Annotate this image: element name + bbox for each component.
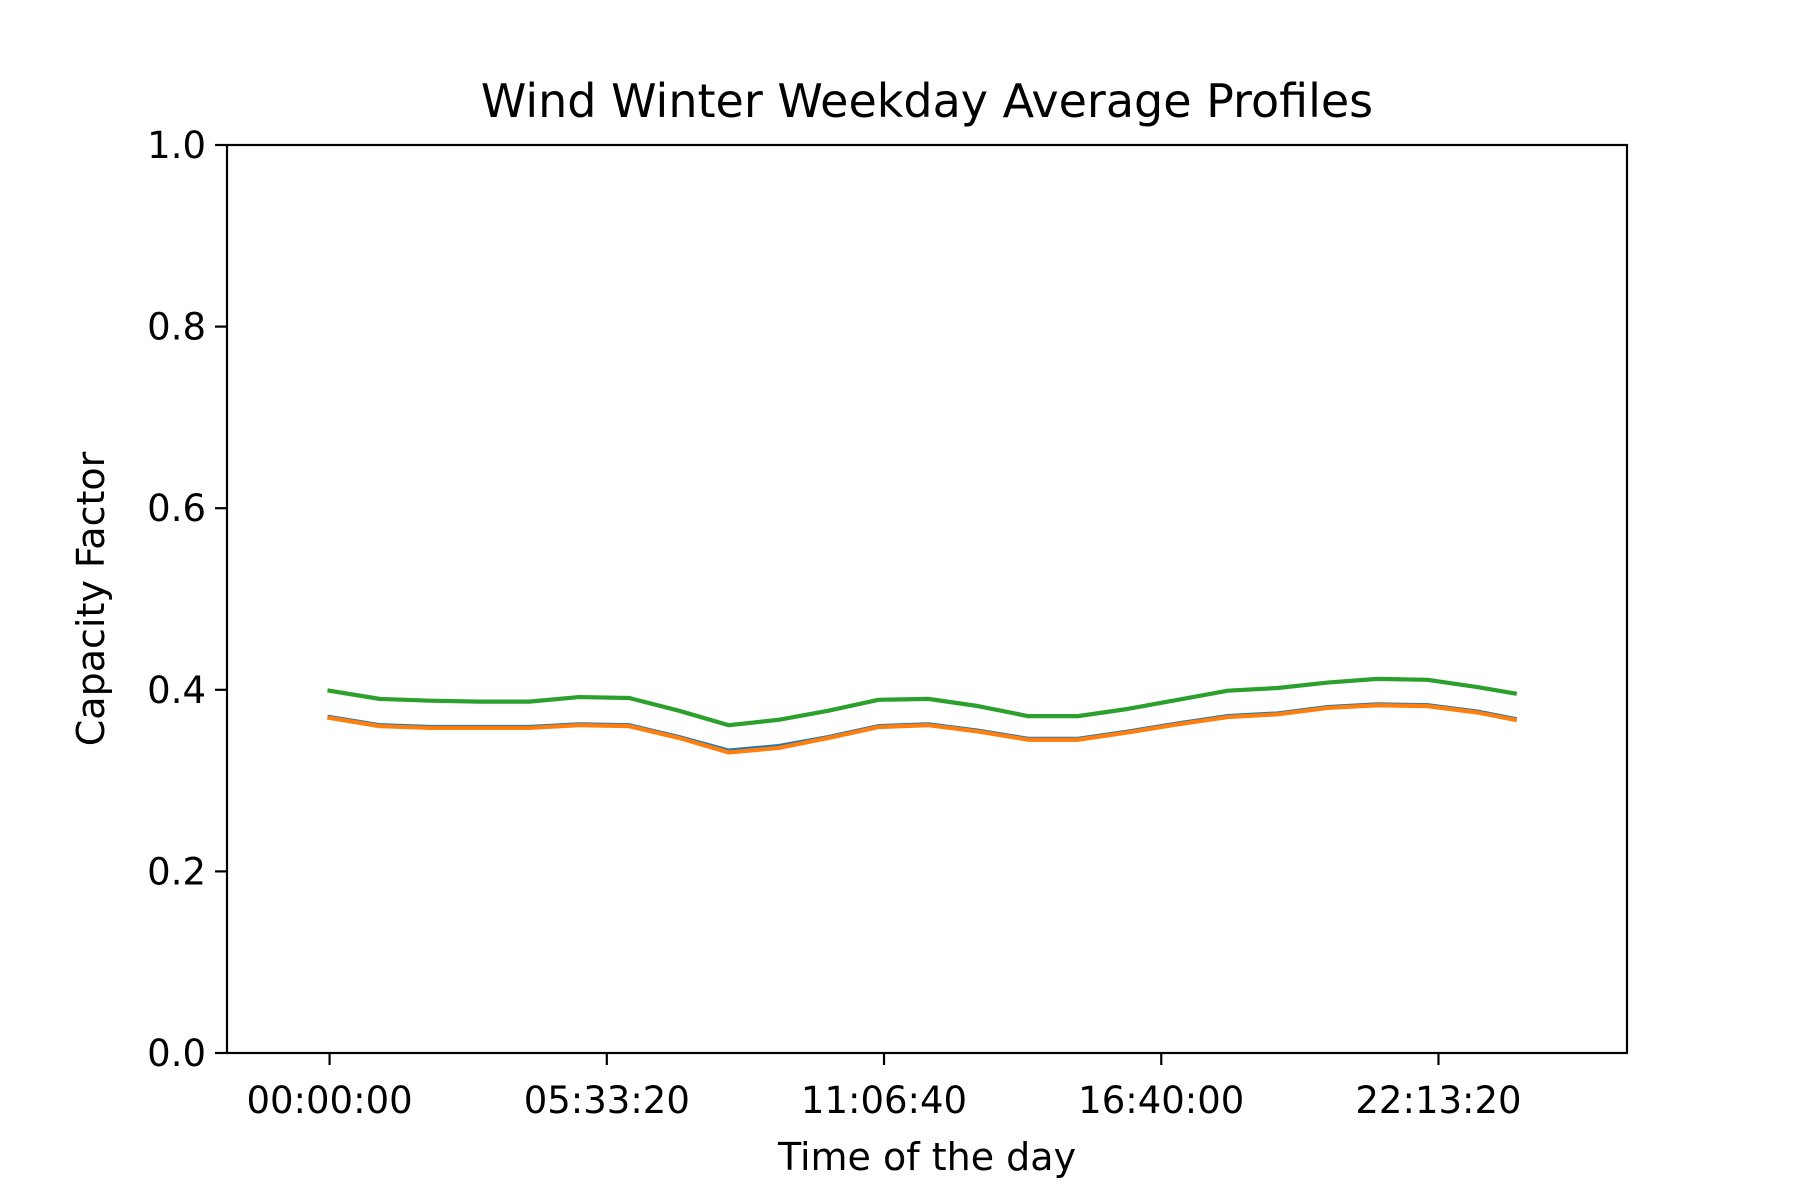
y-axis-ticks: 0.0 0.2 0.4 0.6 0.8 1.0	[147, 124, 227, 1075]
plot-frame	[225, 143, 1629, 1055]
y-tick-label: 0.8	[147, 306, 206, 349]
y-tick-label: 0.2	[147, 850, 206, 893]
chart-title: Wind Winter Weekday Average Profiles	[481, 74, 1373, 128]
x-axis-label: Time of the day	[777, 1135, 1076, 1179]
x-axis-ticks: 00:00:00 05:33:20 11:06:40 16:40:00 22:13:20	[246, 1053, 1522, 1122]
series-line-2	[327, 703, 1518, 755]
x-tick-label: 00:00:00	[246, 1079, 412, 1122]
x-tick-label: 11:06:40	[801, 1079, 967, 1122]
y-tick-label: 0.6	[147, 487, 206, 530]
y-tick-label: 0.0	[147, 1032, 206, 1075]
y-axis-label: Capacity Factor	[69, 451, 113, 746]
x-tick-label: 16:40:00	[1078, 1079, 1244, 1122]
y-tick-label: 0.4	[147, 669, 206, 712]
series-line-3	[327, 676, 1518, 728]
x-tick-label: 22:13:20	[1355, 1079, 1521, 1122]
x-tick-label: 05:33:20	[524, 1079, 690, 1122]
y-tick-label: 1.0	[147, 124, 206, 167]
plot-series	[327, 676, 1518, 755]
